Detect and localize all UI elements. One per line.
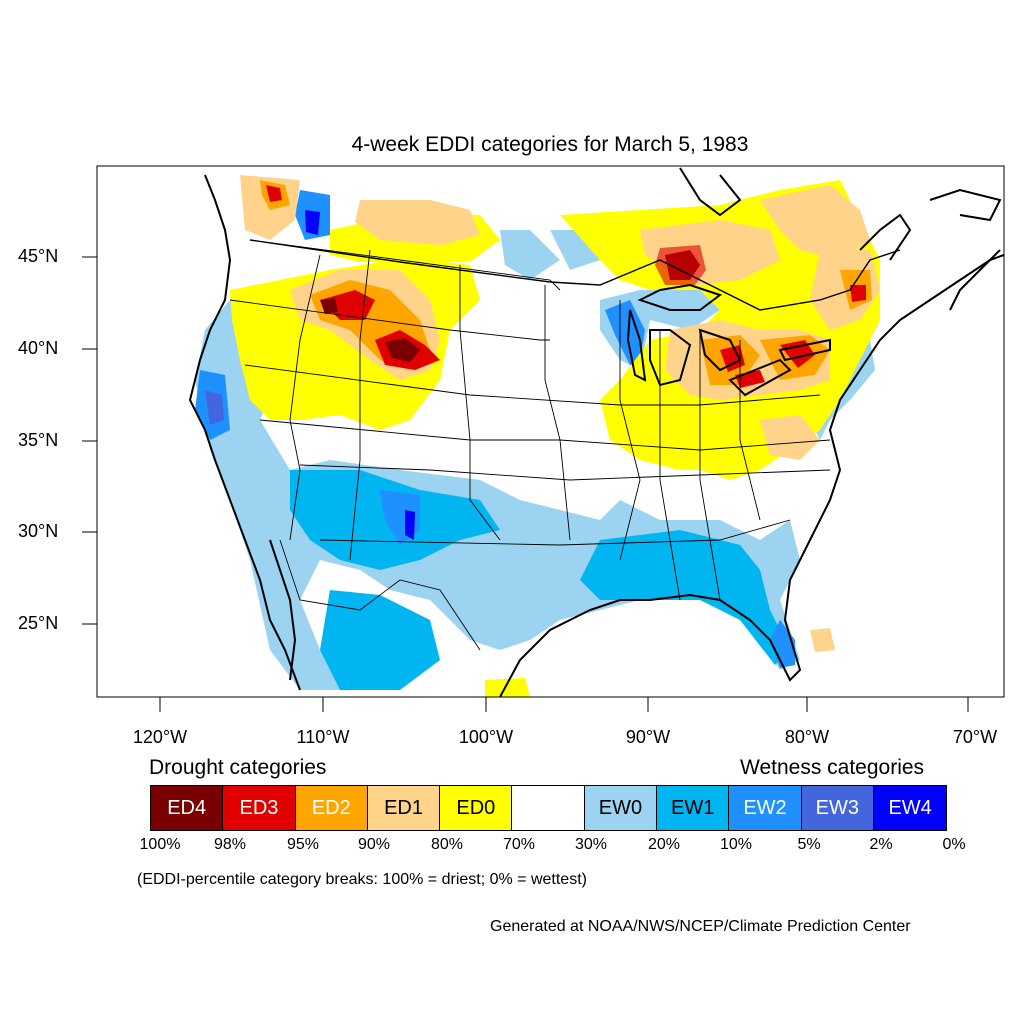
legend-cell-ed4: ED4 bbox=[151, 786, 224, 830]
break-label: 30% bbox=[574, 836, 608, 853]
map-field bbox=[188, 167, 1004, 697]
break-label: 90% bbox=[357, 836, 391, 853]
legend-colorbar: ED4 ED3 ED2 ED1 ED0 EW0 EW1 EW2 EW3 EW4 bbox=[150, 785, 948, 831]
legend-cell-ed0: ED0 bbox=[440, 786, 513, 830]
break-label: 95% bbox=[286, 836, 320, 853]
break-label: 2% bbox=[869, 836, 893, 853]
map-frame bbox=[96, 165, 1005, 698]
break-label: 80% bbox=[430, 836, 464, 853]
break-label: 5% bbox=[797, 836, 821, 853]
lon-label-110: 110°W bbox=[296, 727, 350, 747]
legend-cell-ew3: EW3 bbox=[801, 786, 874, 830]
map-title: 4-week EDDI categories for March 5, 1983 bbox=[351, 133, 749, 156]
legend-cell-ew0: EW0 bbox=[584, 786, 658, 830]
break-label: 10% bbox=[719, 836, 753, 853]
lat-label-30: 30°N bbox=[18, 521, 59, 541]
legend-cell-ed1: ED1 bbox=[367, 786, 441, 830]
legend-cell-ew1: EW1 bbox=[657, 786, 730, 830]
break-label: 20% bbox=[647, 836, 681, 853]
legend-cell-ew2: EW2 bbox=[729, 786, 802, 830]
coastlines bbox=[188, 167, 1004, 697]
wetness-heading: Wetness categories bbox=[740, 756, 925, 779]
credit-line: Generated at NOAA/NWS/NCEP/Climate Predi… bbox=[490, 918, 911, 935]
break-label: 100% bbox=[139, 836, 181, 853]
legend-cell-neutral bbox=[512, 786, 585, 830]
lon-ticks bbox=[159, 697, 969, 712]
drought-heading: Drought categories bbox=[149, 756, 327, 779]
lon-label-120: 120°W bbox=[132, 727, 188, 747]
lon-label-70: 70°W bbox=[952, 727, 998, 747]
lat-label-40: 40°N bbox=[18, 338, 59, 358]
break-label: 0% bbox=[942, 836, 966, 853]
break-label: 98% bbox=[213, 836, 247, 853]
category-note: (EDDI-percentile category breaks: 100% =… bbox=[137, 871, 587, 888]
lat-label-25: 25°N bbox=[18, 613, 59, 633]
legend-cell-ed2: ED2 bbox=[295, 786, 368, 830]
state-boundaries bbox=[229, 239, 831, 651]
lon-label-80: 80°W bbox=[784, 727, 830, 747]
lon-label-90: 90°W bbox=[625, 727, 671, 747]
break-label: 70% bbox=[502, 836, 536, 853]
legend-cell-ed3: ED3 bbox=[223, 786, 296, 830]
national-border bbox=[249, 239, 901, 311]
legend-cell-ew4: EW4 bbox=[873, 786, 947, 830]
lat-label-45: 45°N bbox=[18, 246, 59, 266]
lat-label-35: 35°N bbox=[18, 430, 59, 450]
lon-label-100: 100°W bbox=[458, 727, 514, 747]
lat-ticks bbox=[82, 256, 97, 625]
